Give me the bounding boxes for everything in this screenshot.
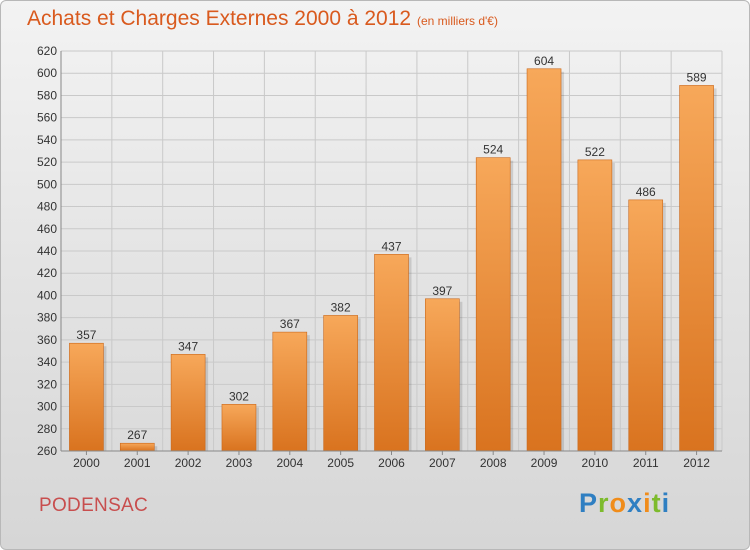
- y-tick-label: 300: [37, 400, 57, 414]
- x-tick-label: 2008: [480, 456, 507, 470]
- bars: [69, 68, 717, 452]
- y-tick-label: 500: [37, 177, 57, 191]
- bar-2012: [679, 85, 714, 452]
- commune-name: PODENSAC: [39, 495, 149, 516]
- data-label-2007: 397: [432, 284, 452, 298]
- y-tick-label: 480: [37, 200, 57, 214]
- data-label-2001: 267: [127, 428, 147, 442]
- y-tick-label: 360: [37, 333, 57, 347]
- x-tick-label: 2003: [226, 456, 253, 470]
- logo-letter: t: [651, 488, 662, 518]
- data-label-2008: 524: [483, 143, 503, 157]
- y-tick-label: 400: [37, 288, 57, 302]
- y-tick-label: 580: [37, 88, 57, 102]
- logo-letter: r: [598, 488, 610, 518]
- bar-2008: [475, 157, 511, 452]
- chart-subtitle: (en milliers d'€): [417, 14, 498, 28]
- logo-letter: i: [661, 488, 671, 518]
- data-label-2002: 347: [178, 339, 198, 353]
- bar-2009: [526, 68, 562, 452]
- logo-letter: P: [579, 488, 599, 518]
- data-label-2005: 382: [331, 300, 351, 314]
- y-tick-label: 420: [37, 266, 57, 280]
- x-tick-label: 2001: [124, 456, 151, 470]
- data-label-2010: 522: [585, 145, 605, 159]
- data-label-2004: 367: [280, 317, 300, 331]
- x-tick-label: 2000: [73, 456, 100, 470]
- logo-letter: i: [643, 488, 652, 518]
- x-tick-label: 2004: [276, 456, 303, 470]
- bar-2000: [69, 342, 104, 452]
- bar-2006: [374, 254, 409, 452]
- axes: 260 280 300 320 340 360 380 400 420 440 460 480 500 5…: [37, 44, 722, 470]
- y-tick-label: 320: [37, 377, 57, 391]
- bar-2001: [119, 442, 155, 452]
- data-label-2006: 437: [381, 239, 401, 253]
- y-tick-label: 260: [37, 444, 57, 458]
- proxiti-logo: Proxiti: [579, 488, 670, 519]
- bar-2010: [577, 159, 613, 452]
- bar-2011: [628, 199, 664, 452]
- x-tick-label: 2006: [378, 456, 405, 470]
- y-tick-label: 340: [37, 355, 57, 369]
- y-tick-label: 540: [37, 133, 57, 147]
- chart-title: Achats et Charges Externes 2000 à 2012: [27, 7, 412, 30]
- data-label-2000: 357: [76, 328, 96, 342]
- bar-2007: [425, 298, 460, 452]
- x-tick-label: 2011: [633, 456, 659, 470]
- data-labels: 357 267 347 302 367 382 437 397 524 604 522 486 589: [76, 54, 707, 442]
- x-tick-label: 2002: [175, 456, 202, 470]
- y-tick-label: 600: [37, 66, 57, 80]
- y-tick-label: 440: [37, 244, 57, 258]
- bar-2005: [323, 315, 358, 452]
- data-label-2011: 486: [636, 185, 656, 199]
- y-tick-label: 560: [37, 111, 57, 125]
- bar-2002: [170, 354, 206, 452]
- y-tick-label: 380: [37, 311, 57, 325]
- y-tick-label: 460: [37, 222, 57, 236]
- logo-letter: x: [627, 488, 644, 518]
- x-tick-label: 2009: [531, 456, 558, 470]
- x-tick-label: 2005: [327, 456, 354, 470]
- data-label-2009: 604: [534, 54, 554, 68]
- logo-letter: o: [609, 488, 628, 518]
- y-tick-label: 620: [37, 44, 57, 58]
- x-tick-label: 2012: [683, 456, 710, 470]
- bar-2004: [272, 331, 308, 452]
- data-label-2012: 589: [687, 70, 707, 84]
- y-tick-label: 520: [37, 155, 57, 169]
- bar-2003: [221, 404, 257, 452]
- x-tick-label: 2010: [582, 456, 609, 470]
- y-tick-label: 280: [37, 422, 57, 436]
- x-tick-label: 2007: [429, 456, 456, 470]
- data-label-2003: 302: [229, 389, 249, 403]
